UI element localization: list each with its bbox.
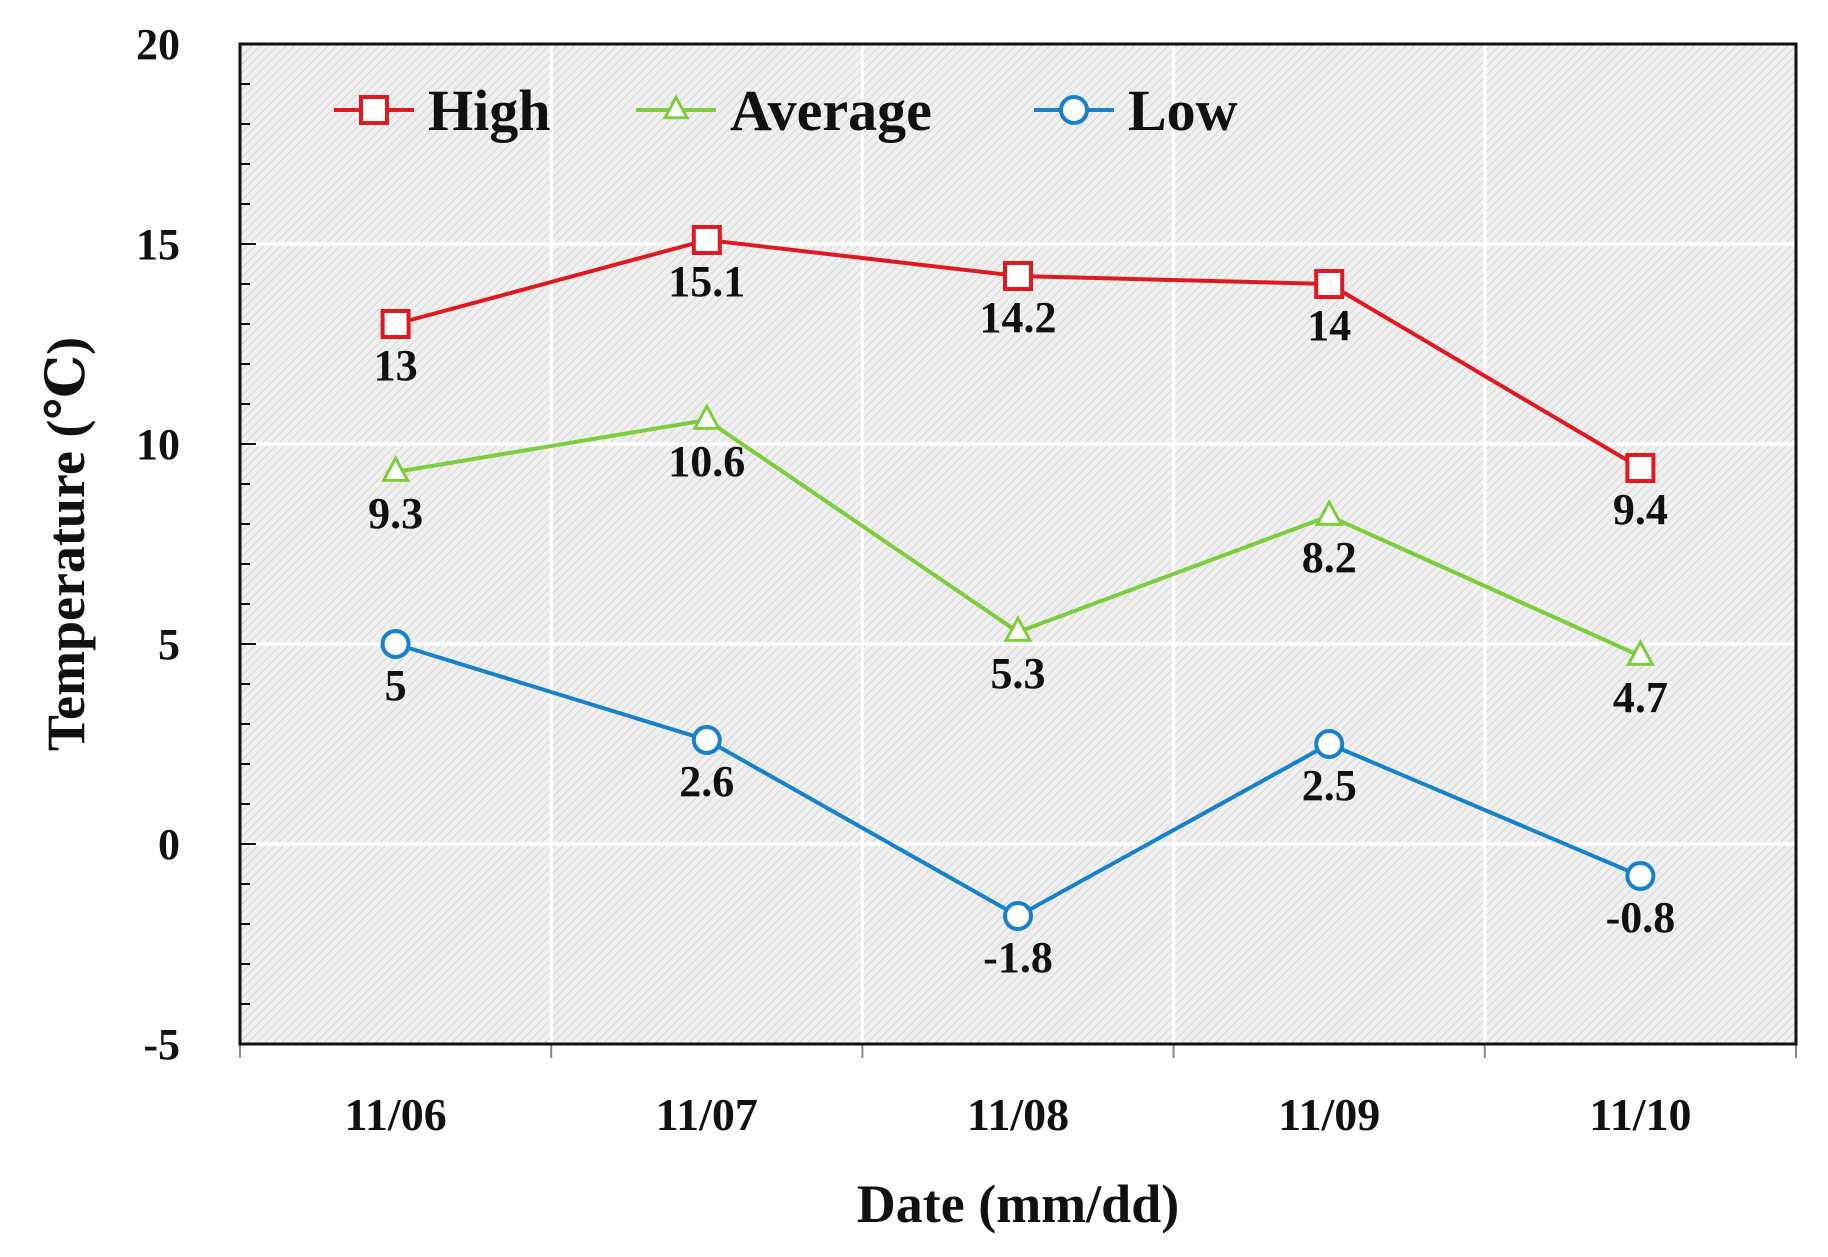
legend: High Average Low [334, 78, 1238, 143]
data-point-low [1625, 861, 1656, 891]
legend-item-high: High [334, 78, 551, 143]
legend-label: High [428, 78, 551, 143]
data-point-high [1625, 453, 1656, 483]
legend-item-low: Low [1034, 78, 1238, 143]
data-label-average: 5.3 [991, 649, 1046, 698]
legend-marker-square [359, 95, 389, 125]
y-tick-label: -5 [143, 1020, 180, 1069]
data-point-high [1314, 269, 1345, 299]
data-label-high: 14.2 [980, 293, 1057, 342]
x-tick-label: 11/06 [344, 1089, 446, 1140]
y-tick-label: 0 [158, 820, 180, 869]
plot-frame [238, 42, 1798, 1046]
data-point-high [691, 225, 722, 255]
legend-label: Average [730, 78, 932, 143]
data-point-low [1003, 901, 1033, 931]
legend-marker-triangle [662, 94, 690, 120]
y-tick-label: 10 [136, 420, 180, 469]
data-point-high [380, 309, 411, 339]
data-label-high: 9.4 [1613, 485, 1668, 534]
data-point-average [1003, 615, 1033, 642]
data-point-low [1314, 729, 1345, 759]
data-label-low: -1.8 [983, 933, 1053, 982]
y-tick-label: 20 [136, 20, 180, 69]
data-labels: 13 15.1 14.2 14 9.4 9.3 10.6 5.3 8.2 4.7 5 2.6 -1.8 2… [368, 257, 1675, 982]
series-low [380, 629, 1656, 931]
data-label-high: 15.1 [668, 257, 745, 306]
axes: -5 0 5 10 15 20 11/06 11/07 11/08 11/09 11/10 [136, 20, 1797, 1140]
data-point-average [692, 403, 722, 430]
data-point-average [1625, 639, 1655, 666]
data-label-average: 10.6 [668, 437, 745, 486]
data-label-average: 8.2 [1302, 533, 1357, 582]
legend-item-average: Average [636, 78, 932, 143]
data-point-average [1314, 499, 1344, 526]
x-tick-label: 11/07 [656, 1089, 758, 1140]
x-axis-title: Date (mm/dd) [857, 1174, 1179, 1234]
plot-area [240, 44, 1796, 1044]
data-label-low: -0.8 [1606, 893, 1676, 942]
y-axis-title: Temperature (℃) [36, 337, 96, 751]
series-group [380, 225, 1656, 931]
series-high [380, 225, 1656, 483]
data-point-high [1003, 261, 1033, 291]
data-label-high: 13 [374, 341, 418, 390]
data-label-average: 9.3 [368, 489, 423, 538]
y-tick-label: 15 [136, 220, 180, 269]
data-point-average [381, 455, 411, 482]
x-tick-label: 11/10 [1589, 1089, 1691, 1140]
series-average [381, 403, 1655, 666]
data-point-low [380, 629, 411, 659]
legend-marker-circle [1059, 95, 1089, 125]
legend-label: Low [1128, 78, 1238, 143]
x-tick-label: 11/09 [1278, 1089, 1380, 1140]
data-label-low: 2.6 [679, 757, 734, 806]
data-label-average: 4.7 [1613, 673, 1668, 722]
x-tick-label: 11/08 [967, 1089, 1069, 1140]
data-label-low: 5 [385, 661, 407, 710]
data-label-low: 2.5 [1302, 761, 1357, 810]
data-label-high: 14 [1307, 301, 1351, 350]
y-tick-label: 5 [158, 620, 180, 669]
grid-lines [240, 44, 1796, 1044]
data-point-low [691, 725, 722, 755]
